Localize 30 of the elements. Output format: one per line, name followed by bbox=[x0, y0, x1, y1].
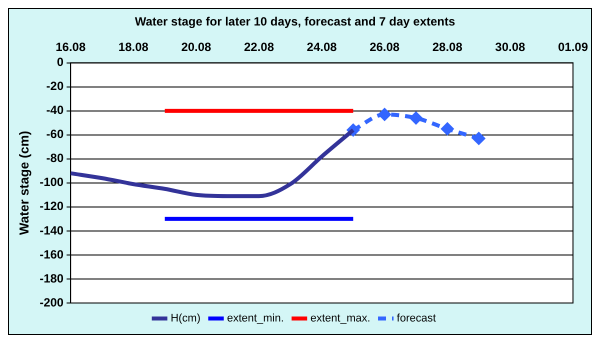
x-tick-label: 16.08 bbox=[56, 40, 86, 54]
y-tick-label: -180 bbox=[40, 271, 64, 286]
y-tick-label: -140 bbox=[40, 223, 64, 238]
y-tick-label: -120 bbox=[40, 199, 64, 214]
y-tick-label: -200 bbox=[40, 295, 64, 310]
point bbox=[410, 112, 422, 124]
x-tick-label: 01.09 bbox=[558, 40, 588, 54]
y-axis-title: Water stage (cm) bbox=[16, 130, 32, 236]
y-tick-label: -60 bbox=[46, 127, 64, 142]
x-tick-label: 18.08 bbox=[118, 40, 149, 54]
legend-label: forecast bbox=[396, 312, 436, 325]
point bbox=[472, 132, 485, 144]
x-tick-label: 26.08 bbox=[370, 40, 400, 54]
x-tick-label: 28.08 bbox=[432, 40, 463, 54]
y-tick-label: -100 bbox=[40, 175, 64, 190]
x-tick-label: 20.08 bbox=[181, 40, 212, 54]
y-tick-label: -40 bbox=[46, 103, 64, 118]
y-tick-label: -20 bbox=[46, 79, 64, 94]
chart-title: Water stage for later 10 days, forecast and 7 day extents bbox=[134, 14, 456, 29]
y-tick-label: -80 bbox=[46, 151, 64, 166]
y-tick-label: 0 bbox=[56, 55, 64, 70]
y-tick-label: -160 bbox=[40, 247, 64, 262]
point bbox=[378, 108, 391, 120]
legend-label: extent_max. bbox=[310, 312, 370, 325]
legend-label: extent_min. bbox=[227, 312, 284, 325]
x-tick-label: 30.08 bbox=[495, 40, 526, 54]
point bbox=[441, 122, 454, 135]
x-tick-label: 24.08 bbox=[306, 40, 338, 54]
x-tick-label: 22.08 bbox=[244, 40, 274, 54]
legend-label: H(cm) bbox=[170, 312, 201, 325]
